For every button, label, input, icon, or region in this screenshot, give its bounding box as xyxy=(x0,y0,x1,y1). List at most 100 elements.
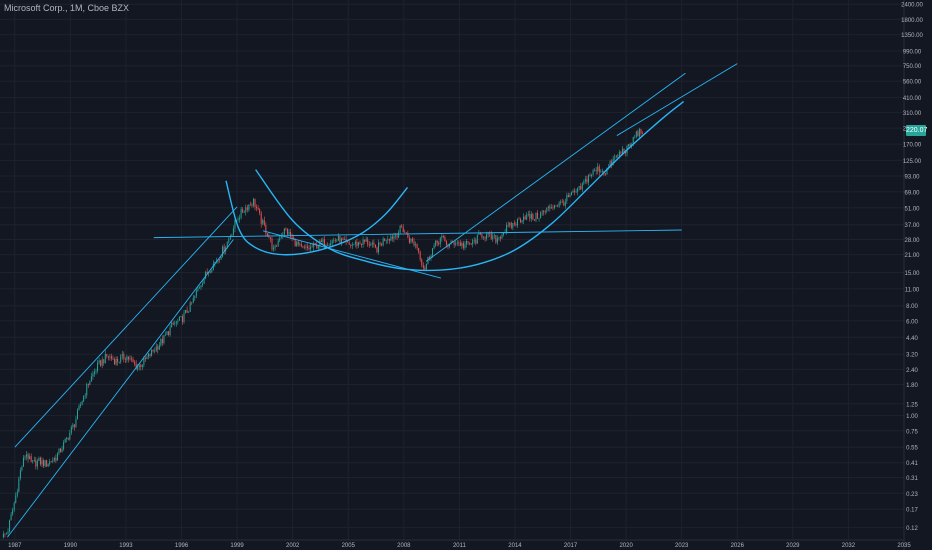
candle-body xyxy=(354,241,356,245)
candle-body xyxy=(39,457,41,465)
y-tick-label: 4.40 xyxy=(906,336,918,342)
candle-body xyxy=(323,239,325,247)
symbol-legend: Microsoft Corp., 1M, Cboe BZX xyxy=(4,3,130,13)
candle-body xyxy=(416,244,418,249)
candle-body xyxy=(211,270,213,273)
candle-body xyxy=(625,151,627,154)
y-tick-label: 750.00 xyxy=(903,64,922,70)
candle-body xyxy=(379,242,381,244)
candle-body xyxy=(475,240,477,244)
candle-body xyxy=(161,338,163,344)
x-tick-label: 2035 xyxy=(897,543,911,549)
x-tick-label: 2020 xyxy=(619,543,633,549)
last-price-badge: 220.07 xyxy=(906,125,928,136)
candle-body xyxy=(632,137,634,145)
x-tick-label: 2005 xyxy=(342,543,356,549)
candle-body xyxy=(461,242,463,246)
candle-body xyxy=(254,198,256,207)
candle-body xyxy=(101,359,103,366)
candle-body xyxy=(442,236,444,237)
trendline xyxy=(425,72,686,262)
candle-body xyxy=(512,223,514,228)
candle-body xyxy=(189,302,191,312)
candle-body xyxy=(595,170,597,171)
candle-body xyxy=(526,214,528,220)
candle-body xyxy=(555,205,557,207)
candle-body xyxy=(432,248,434,256)
candle-body xyxy=(481,234,483,238)
candle-body xyxy=(546,207,548,212)
x-tick-label: 2008 xyxy=(397,543,411,549)
candle-body xyxy=(449,243,451,247)
price-axis: 2400.00 1800.00 1350.00 990.00 750.00 560.00 4… xyxy=(901,3,923,532)
candle-body xyxy=(286,228,288,235)
candle-body xyxy=(220,256,222,260)
candle-body xyxy=(112,358,114,360)
x-tick-label: 1996 xyxy=(175,543,189,549)
candle-body xyxy=(331,240,333,244)
candle-body xyxy=(229,236,231,240)
candle-body xyxy=(634,136,636,138)
candle-body xyxy=(393,236,395,239)
candle-body xyxy=(290,231,292,237)
candle-body xyxy=(557,206,559,208)
candle-body xyxy=(339,236,341,244)
candle-body xyxy=(320,240,322,243)
candle-body xyxy=(100,360,102,366)
candle-body xyxy=(328,245,330,247)
candle-body xyxy=(202,283,204,286)
candle-body xyxy=(479,233,481,235)
candle-body xyxy=(313,243,315,248)
candle-body xyxy=(29,456,31,460)
candle-body xyxy=(300,243,302,247)
candle-body xyxy=(106,353,108,357)
x-tick-label: 2002 xyxy=(286,543,300,549)
candle-body xyxy=(615,155,617,158)
candle-body xyxy=(118,362,120,363)
candle-body xyxy=(554,205,556,209)
candle-body xyxy=(52,460,54,462)
candle-body xyxy=(18,478,20,492)
candle-body xyxy=(86,384,88,396)
candle-body xyxy=(232,228,234,235)
candle-body xyxy=(44,460,46,467)
candle-body xyxy=(21,466,23,471)
y-tick-label: 0.55 xyxy=(906,446,918,452)
candle-body xyxy=(310,246,312,250)
candle-body xyxy=(178,316,180,321)
candle-body xyxy=(501,234,503,239)
candle-body xyxy=(231,234,233,237)
candle-body xyxy=(395,235,396,237)
candle-body xyxy=(67,437,69,440)
candle-body xyxy=(550,207,552,209)
candle-body xyxy=(41,460,43,465)
candle-body xyxy=(58,448,60,454)
candle-body xyxy=(452,240,454,243)
candle-body xyxy=(365,239,367,242)
candle-body xyxy=(359,242,361,244)
x-tick-label: 1993 xyxy=(119,543,133,549)
candle-body xyxy=(294,238,296,247)
candle-body xyxy=(103,359,105,364)
candle-body xyxy=(462,242,464,248)
candle-body xyxy=(337,236,339,241)
candle-body xyxy=(587,175,589,183)
candle-body xyxy=(188,311,190,313)
candle-body xyxy=(618,152,620,157)
candle-body xyxy=(214,261,216,264)
candle-body xyxy=(132,359,134,363)
candle-body xyxy=(49,461,51,465)
y-tick-label: 0.12 xyxy=(906,526,918,532)
candle-body xyxy=(32,460,34,462)
candle-body xyxy=(242,209,244,213)
candle-body xyxy=(455,243,457,245)
candle-body xyxy=(83,395,85,402)
candle-body xyxy=(638,128,640,137)
candle-body xyxy=(570,192,572,195)
candle-body xyxy=(283,228,285,235)
candle-body xyxy=(334,240,336,241)
candle-body xyxy=(72,424,74,428)
candle-body xyxy=(53,458,55,461)
candle-body xyxy=(212,263,214,271)
